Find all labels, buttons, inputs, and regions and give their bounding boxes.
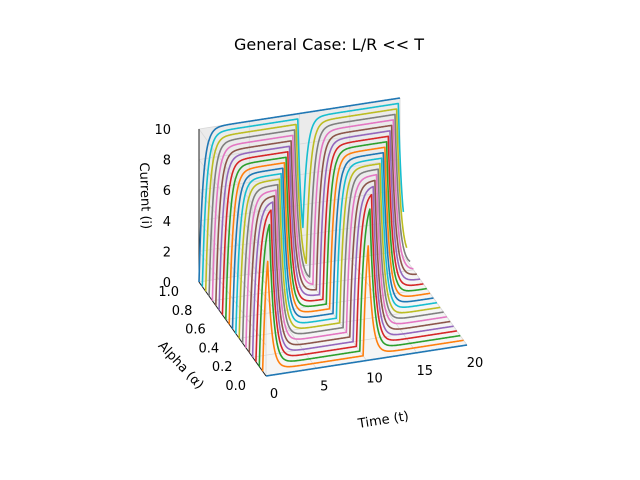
z-tick-label: 4 (163, 215, 171, 230)
series-line (231, 152, 434, 330)
series-line (245, 173, 448, 348)
z-tick-label: 2 (163, 245, 171, 260)
x-tick-label: 5 (320, 379, 328, 394)
series-line (201, 102, 405, 287)
series-line (238, 162, 441, 339)
series-line (255, 193, 458, 362)
series-curves (198, 97, 468, 377)
z-tick-label: 8 (163, 154, 171, 169)
series-line (241, 168, 444, 344)
series-line (251, 185, 454, 358)
series-line (211, 119, 414, 301)
series-line (221, 135, 424, 315)
series-line (235, 157, 438, 334)
series-line (198, 97, 401, 283)
y-tick-label: 0.2 (212, 360, 233, 375)
chart-title: General Case: L/R << T (234, 35, 424, 54)
series-line (225, 141, 428, 320)
series-line (208, 113, 411, 297)
y-tick-label: 0.8 (172, 304, 193, 319)
series-line (248, 179, 451, 353)
series-line (218, 130, 421, 311)
y-tick-label: 0.6 (185, 323, 206, 338)
x-axis-label: Time (t) (356, 409, 410, 432)
series-line (258, 208, 461, 367)
y-tick-label: 0.0 (225, 379, 246, 394)
x-tick-label: 0 (270, 387, 278, 402)
series-line (228, 146, 431, 325)
series-line (215, 124, 418, 306)
z-tick-label: 0 (163, 276, 171, 291)
x-tick-label: 10 (366, 372, 383, 387)
y-tick-label: 1.0 (158, 285, 179, 300)
series-line (261, 245, 464, 372)
y-tick-label: 0.4 (199, 341, 220, 356)
series-line (204, 108, 408, 292)
series-line (265, 344, 468, 377)
x-tick-label: 15 (416, 364, 433, 379)
x-tick-label: 20 (467, 356, 484, 371)
z-axis-label: Current (i) (136, 162, 153, 229)
z-tick-label: 6 (163, 184, 171, 199)
z-tick-label: 10 (154, 123, 171, 138)
